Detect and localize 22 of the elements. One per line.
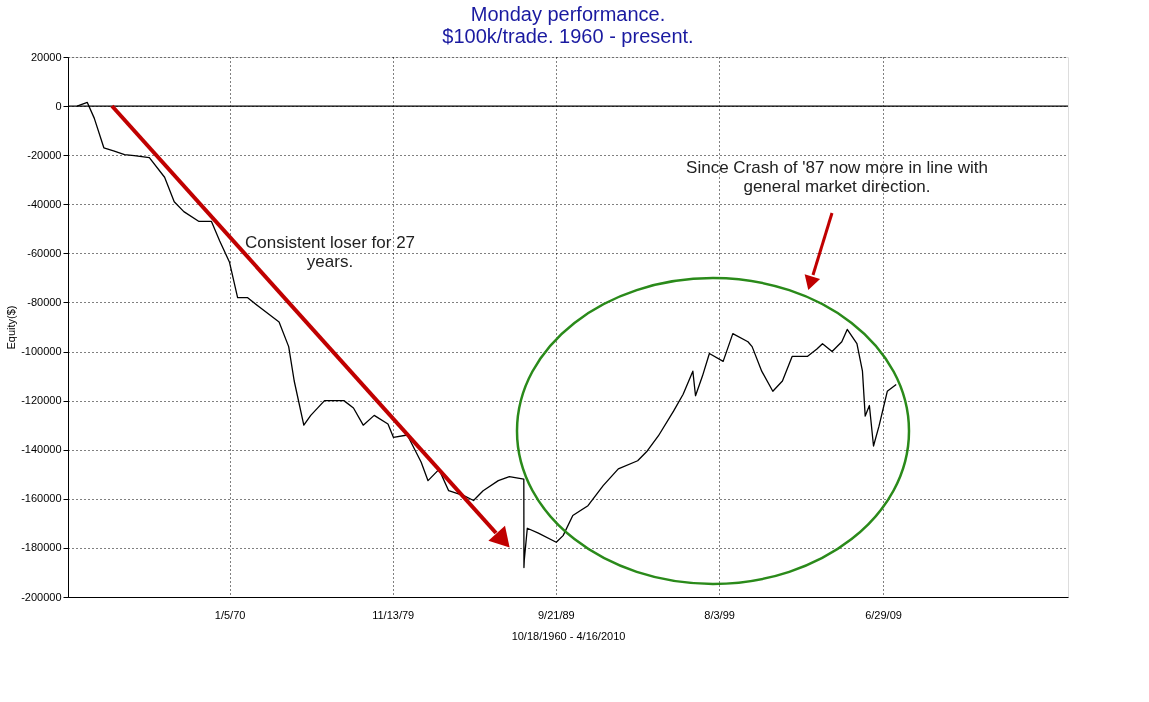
y-tick-label: -140000 <box>21 443 62 456</box>
y-tick-label: -100000 <box>21 345 62 358</box>
y-tick-label: -160000 <box>21 492 62 505</box>
y-tick-label: -60000 <box>27 246 62 259</box>
x-tick-label: 9/21/89 <box>537 608 575 621</box>
x-tick-label: 11/13/79 <box>372 608 415 621</box>
x-tick-label: 1/5/70 <box>214 608 246 621</box>
x-tick-label: 6/29/09 <box>865 608 902 621</box>
y-tick-label: -40000 <box>27 197 62 210</box>
x-tick-label: 8/3/99 <box>704 608 735 621</box>
x-axis-title: 10/18/1960 - 4/16/2010 <box>511 629 626 642</box>
y-tick-label: 20000 <box>30 50 62 63</box>
y-tick-label: -180000 <box>21 541 62 554</box>
chart-title: Monday performance. $100k/trade. 1960 - present. <box>442 3 694 47</box>
y-tick-label: -20000 <box>27 148 62 161</box>
annotation: Since Crash of '87 now more in line with general market direction. <box>686 158 988 196</box>
annotation: Consistent loser for 27 years. <box>244 233 416 271</box>
y-tick-label: -120000 <box>21 394 62 407</box>
y-axis-title: Equity($) <box>5 305 18 350</box>
y-tick-label: -80000 <box>27 295 62 308</box>
y-tick-label: 0 <box>55 99 62 112</box>
y-tick-label: -200000 <box>21 590 62 603</box>
